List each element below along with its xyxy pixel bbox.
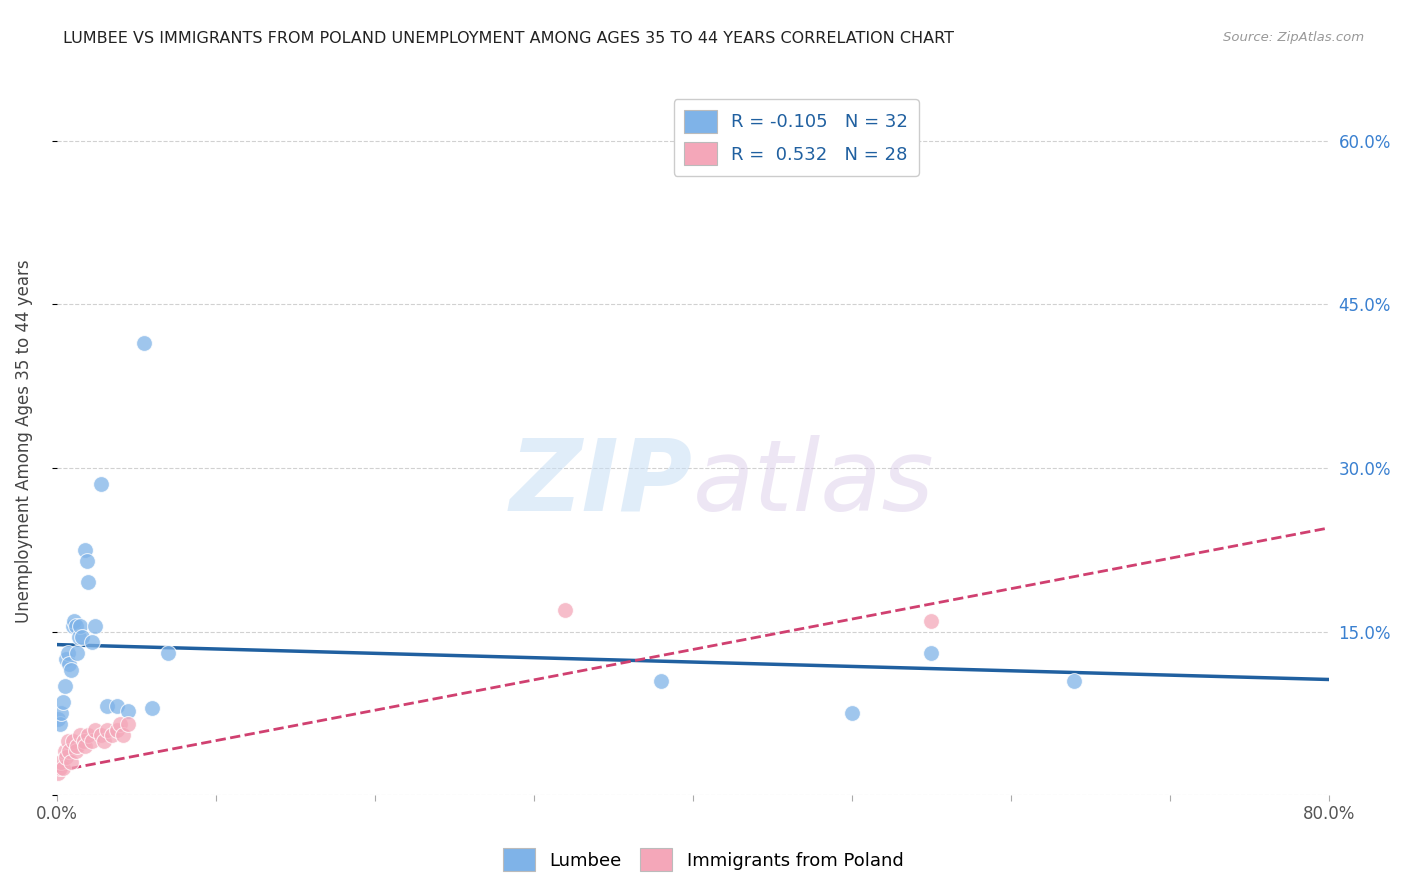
Point	[49, 717, 72, 731]
Point	[62, 733, 84, 747]
Point	[75, 739, 97, 753]
Point	[55, 750, 77, 764]
Point	[650, 673, 672, 688]
Point	[1063, 673, 1085, 688]
Point	[80, 733, 103, 747]
Point	[77, 728, 100, 742]
Point	[920, 614, 942, 628]
Point	[46, 712, 69, 726]
Legend: R = -0.105   N = 32, R =  0.532   N = 28: R = -0.105 N = 32, R = 0.532 N = 28	[673, 99, 920, 176]
Point	[72, 733, 94, 747]
Point	[51, 706, 73, 721]
Legend: Lumbee, Immigrants from Poland: Lumbee, Immigrants from Poland	[495, 841, 911, 879]
Point	[49, 761, 72, 775]
Point	[67, 630, 90, 644]
Y-axis label: Unemployment Among Ages 35 to 44 years: Unemployment Among Ages 35 to 44 years	[15, 259, 32, 623]
Point	[51, 756, 73, 770]
Point	[841, 706, 863, 721]
Point	[83, 723, 105, 737]
Point	[62, 619, 84, 633]
Point	[66, 646, 89, 660]
Point	[117, 717, 139, 731]
Point	[105, 698, 128, 713]
Point	[56, 733, 79, 747]
Point	[80, 635, 103, 649]
Point	[90, 728, 112, 742]
Text: LUMBEE VS IMMIGRANTS FROM POLAND UNEMPLOYMENT AMONG AGES 35 TO 44 YEARS CORRELAT: LUMBEE VS IMMIGRANTS FROM POLAND UNEMPLO…	[63, 31, 955, 46]
Point	[90, 477, 112, 491]
Point	[70, 630, 93, 644]
Point	[56, 646, 79, 660]
Point	[65, 619, 87, 633]
Point	[58, 657, 80, 672]
Point	[117, 704, 139, 718]
Point	[93, 733, 115, 747]
Text: atlas: atlas	[693, 434, 935, 532]
Point	[65, 744, 87, 758]
Point	[69, 619, 91, 633]
Point	[69, 728, 91, 742]
Point	[52, 695, 75, 709]
Point	[96, 723, 118, 737]
Point	[46, 766, 69, 780]
Point	[55, 652, 77, 666]
Point	[63, 614, 86, 628]
Point	[101, 728, 124, 742]
Point	[58, 744, 80, 758]
Point	[554, 603, 576, 617]
Point	[53, 744, 76, 758]
Point	[59, 663, 82, 677]
Point	[83, 619, 105, 633]
Point	[66, 739, 89, 753]
Point	[141, 701, 163, 715]
Point	[53, 679, 76, 693]
Point	[52, 761, 75, 775]
Point	[920, 646, 942, 660]
Point	[132, 335, 155, 350]
Point	[59, 756, 82, 770]
Point	[75, 542, 97, 557]
Point	[105, 723, 128, 737]
Point	[110, 717, 132, 731]
Point	[112, 728, 135, 742]
Text: Source: ZipAtlas.com: Source: ZipAtlas.com	[1223, 31, 1364, 45]
Point	[96, 698, 118, 713]
Point	[156, 646, 179, 660]
Point	[76, 554, 98, 568]
Text: ZIP: ZIP	[510, 434, 693, 532]
Point	[77, 575, 100, 590]
